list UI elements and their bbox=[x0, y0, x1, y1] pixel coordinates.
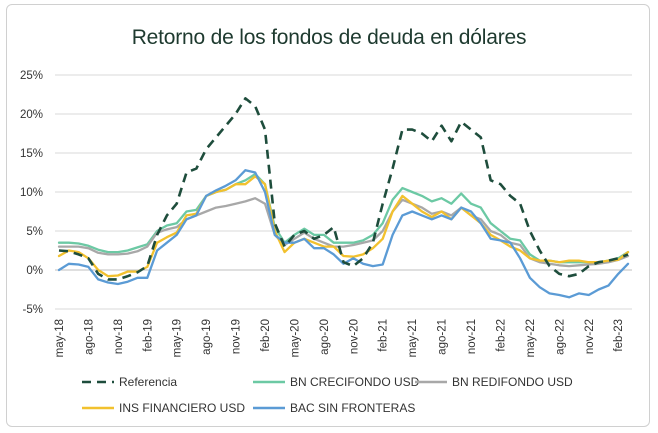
x-tick-label: may-22 bbox=[525, 319, 537, 357]
chart-title: Retorno de los fondos de deuda en dólare… bbox=[131, 26, 527, 49]
y-tick-label: 0% bbox=[26, 265, 43, 277]
x-tick-label: feb-19 bbox=[142, 319, 154, 352]
x-tick-label: ago-18 bbox=[83, 319, 95, 355]
y-tick-label: -5% bbox=[23, 304, 43, 316]
x-tick-label: ago-22 bbox=[554, 319, 566, 355]
legend-label: BN CRECIFONDO USD bbox=[290, 375, 420, 389]
x-tick-label: nov-22 bbox=[584, 319, 596, 354]
x-tick-label: ago-19 bbox=[201, 319, 213, 355]
x-tick-label: nov-20 bbox=[348, 319, 360, 354]
y-tick-label: 20% bbox=[20, 109, 43, 121]
y-axis-ticks: -5% 0% 5% 10% 15% 20% 25% bbox=[20, 70, 43, 316]
x-tick-label: nov-21 bbox=[466, 319, 478, 354]
series-line-referencia bbox=[58, 97, 629, 281]
y-tick-label: 15% bbox=[20, 148, 43, 160]
legend: Referencia BN CRECIFONDO USD BN REDIFONDO … bbox=[82, 375, 573, 415]
x-tick-label: may-20 bbox=[289, 319, 301, 357]
x-axis: may-18 ago-18 nov-18 feb-19 may-19 ago-19 nov-… bbox=[54, 269, 632, 357]
series-line-ins-financiero-usd bbox=[57, 175, 630, 278]
x-tick-label: feb-23 bbox=[613, 319, 625, 352]
x-tick-label: nov-18 bbox=[113, 319, 125, 354]
x-tick-label: ago-20 bbox=[319, 319, 331, 355]
x-tick-label: feb-22 bbox=[495, 319, 507, 352]
legend-label: BN REDIFONDO USD bbox=[452, 375, 573, 389]
series-lines bbox=[57, 97, 630, 299]
x-tick-label: may-19 bbox=[172, 319, 184, 357]
x-tick-label: feb-20 bbox=[260, 319, 272, 352]
y-tick-label: 10% bbox=[20, 187, 43, 199]
series-line-bac-sin-fronteras bbox=[57, 169, 630, 299]
x-tick-label: ago-21 bbox=[437, 319, 449, 355]
x-tick-label: nov-19 bbox=[231, 319, 243, 354]
x-tick-label: feb-21 bbox=[378, 319, 390, 352]
y-tick-label: 25% bbox=[20, 70, 43, 82]
x-tick-label: may-18 bbox=[54, 319, 66, 357]
grid-lines bbox=[55, 74, 632, 310]
legend-label: INS FINANCIERO USD bbox=[119, 401, 245, 415]
legend-label: BAC SIN FRONTERAS bbox=[290, 401, 415, 415]
y-tick-label: 5% bbox=[26, 226, 43, 238]
legend-label: Referencia bbox=[119, 375, 177, 389]
x-tick-label: may-21 bbox=[407, 319, 419, 357]
